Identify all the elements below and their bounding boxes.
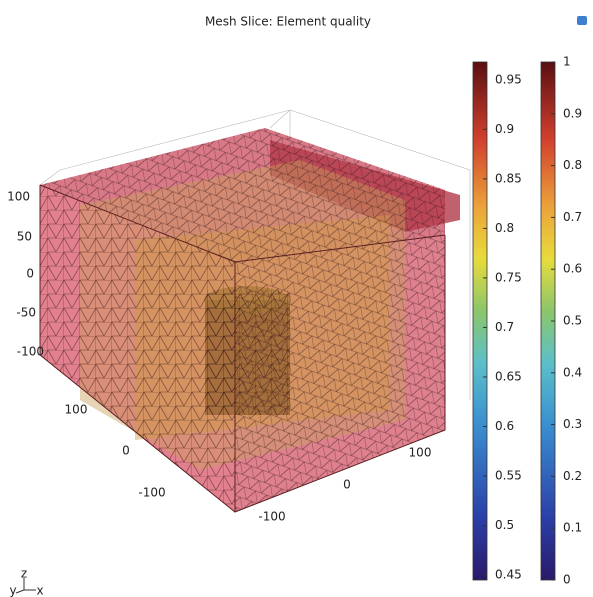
toolbar-icon[interactable] <box>577 16 587 25</box>
colorbar-tick-label: 0.6 <box>563 262 582 276</box>
colorbar-tick-label: 0 <box>563 573 571 587</box>
z-axis-label: 100 <box>7 190 30 204</box>
colorbar-tick-label: 0.3 <box>563 417 582 431</box>
triad-label: x <box>36 584 43 597</box>
colorbar-tick-label: 0.5 <box>495 518 514 532</box>
colorbar-tick-label: 0.2 <box>563 469 582 483</box>
mesh-geometry <box>40 110 470 512</box>
colorbar-tick-label: 0.8 <box>495 221 514 235</box>
z-axis-label: 0 <box>26 267 34 281</box>
colorbar-tick-label: 1 <box>563 55 571 69</box>
colorbar-tick-label: 0.4 <box>563 365 582 379</box>
colorbar-tick-label: 0.9 <box>495 122 514 136</box>
colorbar-tick-label: 0.65 <box>495 369 522 383</box>
triad-label: y <box>9 584 16 597</box>
colorbar-tick-label: 0.55 <box>495 469 522 483</box>
colorbar-tick-label: 0.95 <box>495 72 522 86</box>
colorbar-tick-label: 0.9 <box>563 106 582 120</box>
plot-title: Mesh Slice: Element quality <box>205 15 371 29</box>
x-axis-label: 100 <box>409 446 432 460</box>
x-axis-label: 0 <box>343 478 351 492</box>
colorbar-tick-label: 0.75 <box>495 270 522 284</box>
z-axis-label: -50 <box>16 306 36 320</box>
x-axis-label: -100 <box>258 510 285 524</box>
triad-label: z <box>21 567 27 581</box>
z-axis-label: 50 <box>17 230 32 244</box>
y-axis-label: -100 <box>138 486 165 500</box>
colorbar-tick-label: 0.85 <box>495 171 522 185</box>
colorbar-tick-label: 0.6 <box>495 419 514 433</box>
y-axis-label: 100 <box>65 403 88 417</box>
z-axis-label: -100 <box>17 345 44 359</box>
colorbar-tick-label: 0.45 <box>495 568 522 582</box>
colorbar-tick-label: 0.7 <box>563 210 582 224</box>
plot-window: Mesh Slice: Element quality 0.450.50.550… <box>0 0 593 597</box>
y-axis-label: 0 <box>122 444 130 458</box>
colorbar-tick-label: 0.7 <box>495 320 514 334</box>
colorbar <box>473 62 487 580</box>
colorbar-tick-label: 0.8 <box>563 158 582 172</box>
colorbar-tick-label: 0.1 <box>563 521 582 535</box>
colorbar-tick-label: 0.5 <box>563 314 582 328</box>
